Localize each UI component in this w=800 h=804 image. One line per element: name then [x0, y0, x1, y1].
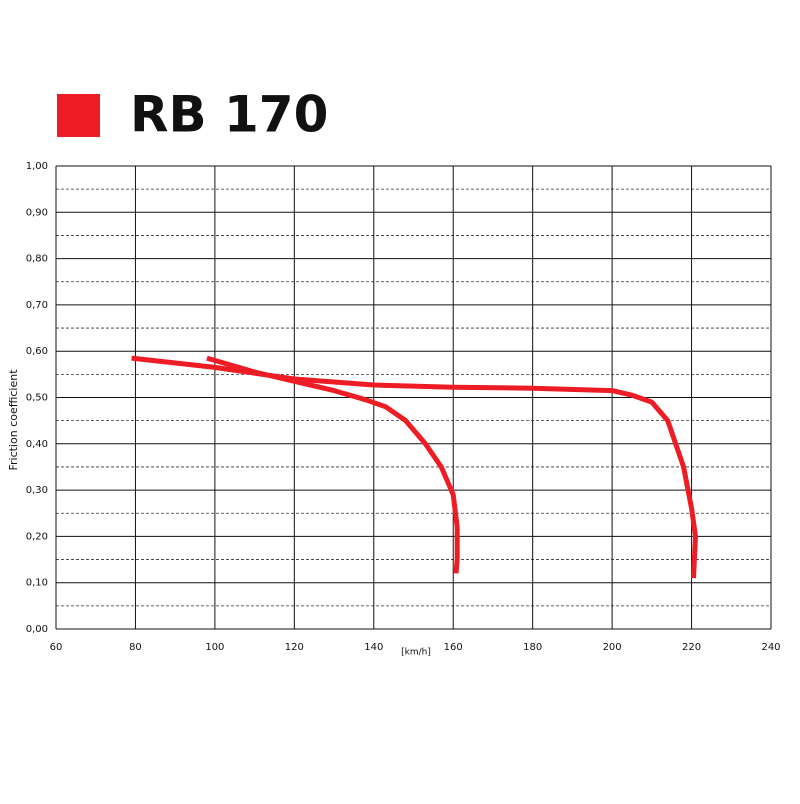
y-axis-label: Friction coefficient: [7, 369, 20, 471]
y-tick-label: 0,20: [26, 531, 48, 542]
x-tick-label: 120: [285, 642, 304, 653]
x-tick-label: 60: [50, 642, 63, 653]
x-tick-label: 200: [603, 642, 622, 653]
x-tick-label: 80: [129, 642, 142, 653]
y-tick-label: 0,00: [26, 624, 48, 635]
y-tick-label: 0,30: [26, 485, 48, 496]
legend-swatch: [57, 94, 100, 137]
x-tick-label: 180: [523, 642, 542, 653]
y-tick-label: 0,80: [26, 254, 48, 265]
chart-title: RB 170: [130, 86, 328, 144]
y-tick-label: 0,50: [26, 393, 48, 404]
x-tick-label: 140: [364, 642, 383, 653]
data-line: [131, 355, 698, 579]
y-tick-label: 0,90: [26, 207, 48, 218]
y-tick-label: 0,10: [26, 578, 48, 589]
y-tick-label: 0,70: [26, 300, 48, 311]
y-tick-label: 0,40: [26, 439, 48, 450]
x-tick-label: 220: [682, 642, 701, 653]
data-line: [206, 355, 460, 574]
y-tick-label: 1,00: [26, 161, 48, 172]
x-axis-label: [km/h]: [401, 648, 431, 658]
y-tick-label: 0,60: [26, 346, 48, 357]
x-tick-label: 100: [205, 642, 224, 653]
x-tick-label: 160: [444, 642, 463, 653]
x-tick-label: 240: [761, 642, 780, 653]
